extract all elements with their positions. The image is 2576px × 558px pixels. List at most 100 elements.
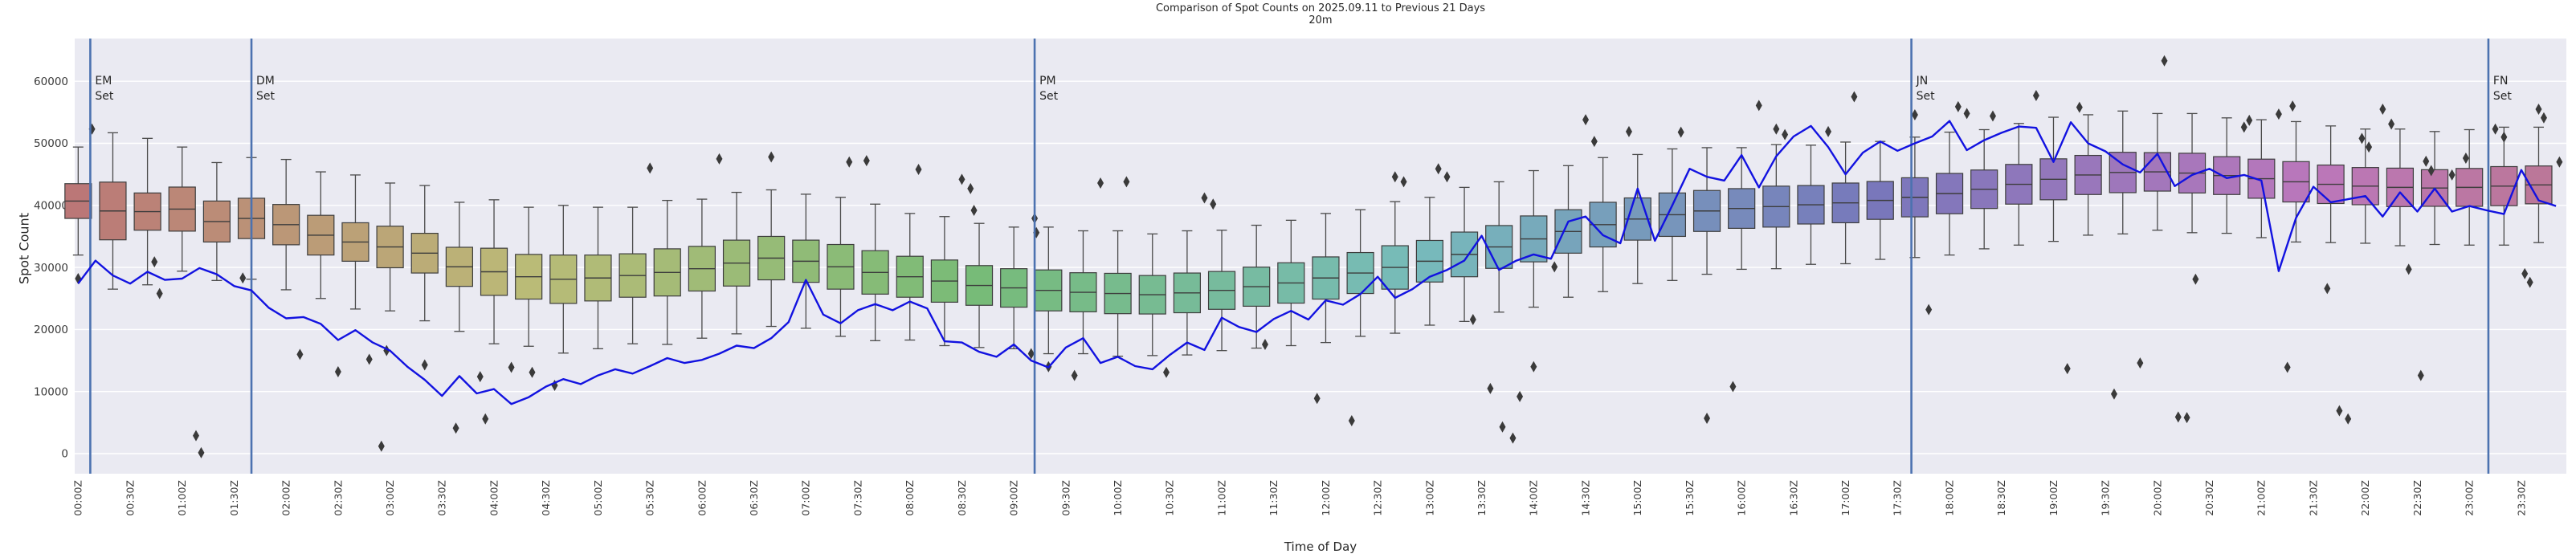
box-group: [1797, 145, 1825, 265]
box-group: [861, 203, 889, 341]
flier: [2275, 108, 2282, 120]
box-group: [1485, 181, 1513, 313]
box-group: [202, 161, 231, 281]
x-tick-label: 21:00Z: [2256, 480, 2268, 516]
flier: [1590, 136, 1598, 148]
box-group: [618, 206, 647, 344]
box-group: [584, 206, 612, 350]
box-group: [168, 146, 196, 272]
box-group: [64, 146, 92, 256]
box-group: [272, 158, 300, 291]
flier: [2246, 114, 2253, 126]
box-group: [1658, 148, 1687, 281]
box-group: [1346, 209, 1374, 337]
x-tick-label: 17:00Z: [1839, 480, 1851, 516]
flier: [1487, 382, 1494, 394]
y-tick-label: 0: [61, 448, 68, 461]
x-tick-label: 11:00Z: [1215, 480, 1227, 516]
box-group: [653, 199, 681, 345]
flier: [2492, 123, 2499, 135]
x-tick-label: 09:00Z: [1008, 480, 1020, 516]
box-group: [1831, 141, 1860, 265]
x-tick-label: 20:30Z: [2203, 480, 2215, 516]
flier: [2535, 103, 2542, 115]
x-tick-label: 16:00Z: [1736, 480, 1748, 516]
flier: [1097, 177, 1104, 189]
flier: [1071, 369, 1078, 381]
box-group: [2074, 114, 2102, 236]
x-tick-label: 16:30Z: [1787, 480, 1799, 516]
x-axis-label: Time of Day: [1284, 540, 1357, 554]
x-tick-label: 04:00Z: [488, 480, 500, 516]
box-group: [1450, 186, 1479, 323]
flier: [2183, 412, 2190, 424]
event-label: Set: [2493, 90, 2513, 103]
flier: [1911, 108, 1918, 120]
flier: [2032, 89, 2039, 101]
x-tick-label: 13:00Z: [1423, 480, 1435, 516]
x-tick-label: 09:30Z: [1059, 480, 1072, 516]
x-tick-label: 18:00Z: [1943, 480, 1955, 516]
box-group: [1520, 169, 1548, 308]
event-label: PM: [1039, 75, 1056, 88]
x-tick-label: 22:30Z: [2411, 480, 2423, 516]
x-tick-label: 15:30Z: [1684, 480, 1696, 516]
x-tick-label: 17:30Z: [1892, 480, 1904, 516]
x-tick-label: 14:00Z: [1528, 480, 1540, 516]
event-label: Set: [256, 90, 276, 103]
box-group: [2456, 128, 2484, 246]
flier: [2284, 361, 2291, 373]
box-group: [1069, 230, 1097, 355]
flier: [1825, 125, 1832, 137]
flier: [1210, 198, 1217, 210]
x-tick-label: 07:00Z: [800, 480, 812, 516]
box-group: [1762, 144, 1790, 270]
flier: [2448, 169, 2456, 181]
box-group: [827, 197, 855, 337]
box-group: [445, 202, 473, 332]
flier: [1963, 108, 1970, 120]
event-label: Set: [95, 90, 113, 103]
chart-title-block: Comparison of Spot Counts on 2025.09.11 …: [1156, 2, 1485, 26]
box-group: [2386, 128, 2415, 246]
x-tick-label: 19:30Z: [2100, 480, 2112, 516]
flier: [1499, 421, 1506, 433]
flier: [2161, 55, 2168, 67]
event-label: JN: [1916, 75, 1929, 88]
flier: [1530, 360, 1537, 373]
flier: [508, 361, 515, 373]
box-group: [1900, 136, 1929, 259]
x-tick-label: 21:30Z: [2307, 480, 2319, 516]
flier: [846, 156, 853, 168]
box-group: [1381, 201, 1409, 334]
flier: [2110, 388, 2117, 400]
box-group: [1277, 219, 1305, 347]
flier: [2462, 153, 2469, 165]
flier: [1582, 114, 1590, 126]
box-group: [133, 137, 161, 286]
flier: [1989, 110, 1996, 122]
x-tick-label: 11:30Z: [1268, 480, 1280, 516]
event-label: DM: [256, 75, 275, 88]
box-group: [2005, 123, 2033, 246]
box-group: [1970, 128, 1998, 250]
fliers: [75, 55, 2563, 458]
x-tick-label: 13:30Z: [1476, 480, 1488, 516]
flier: [2540, 112, 2547, 124]
x-tick-label: 12:00Z: [1320, 480, 1332, 516]
flier: [529, 366, 536, 378]
flier: [970, 204, 978, 216]
flier: [967, 182, 974, 194]
x-tick-label: 08:00Z: [904, 480, 916, 516]
flier: [365, 353, 373, 365]
box-group: [515, 206, 543, 347]
box-group: [1312, 213, 1340, 344]
chart-title: Comparison of Spot Counts on 2025.09.11 …: [1155, 2, 1486, 14]
x-tick-label: 01:00Z: [176, 480, 188, 516]
flier: [2417, 369, 2424, 381]
y-tick-label: 30000: [34, 262, 68, 275]
flier: [1851, 91, 1858, 103]
flier: [1954, 100, 1962, 112]
